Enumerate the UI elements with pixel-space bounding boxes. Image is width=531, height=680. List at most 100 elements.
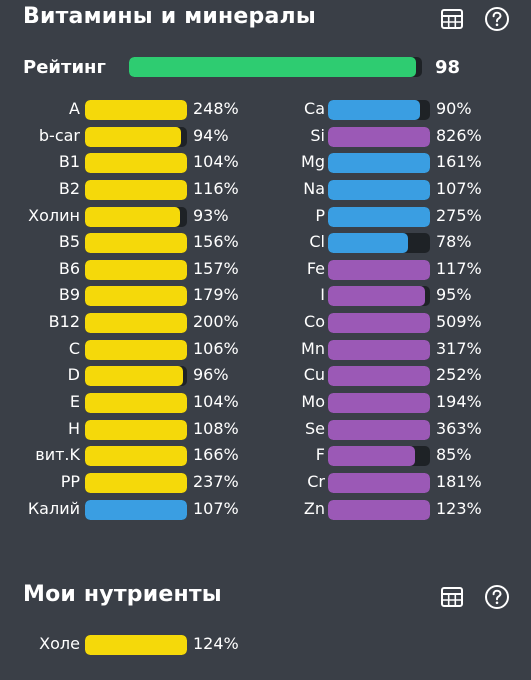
nutrient-row[interactable]: Fe 117%: [243, 257, 483, 284]
nutrient-bar: [328, 419, 430, 440]
nutrient-percent: 275%: [436, 205, 482, 225]
nutrient-bar: [85, 206, 187, 227]
nutrient-row[interactable]: Калий 107%: [0, 497, 240, 524]
nutrient-label: Mg: [301, 152, 325, 172]
nutrient-bar: [328, 472, 430, 493]
nutrient-bar: [85, 499, 187, 520]
vitamins-title: Витамины и минералы: [23, 4, 316, 29]
nutrient-bar-fill: [85, 206, 180, 227]
nutrient-row[interactable]: B6 157%: [0, 257, 240, 284]
nutrient-bar-fill: [85, 446, 187, 467]
nutrient-row[interactable]: Cu 252%: [243, 363, 483, 390]
my-nutrients-column: Холе 124%: [0, 632, 240, 659]
nutrient-row[interactable]: E 104%: [0, 390, 240, 417]
nutrient-row[interactable]: D 96%: [0, 363, 240, 390]
nutrient-row[interactable]: Ca 90%: [243, 97, 483, 124]
nutrient-bar-fill: [85, 126, 181, 147]
nutrient-label: P: [315, 205, 325, 225]
nutrient-row[interactable]: P 275%: [243, 204, 483, 231]
nutrient-bar: [85, 259, 187, 280]
nutrient-row[interactable]: Se 363%: [243, 417, 483, 444]
nutrient-row[interactable]: b-car 94%: [0, 124, 240, 151]
nutrient-bar-fill: [85, 179, 187, 200]
nutrient-percent: 826%: [436, 125, 482, 145]
nutrient-row[interactable]: Холе 124%: [0, 632, 240, 659]
nutrient-label: Калий: [27, 498, 80, 518]
nutrient-percent: 90%: [436, 99, 472, 118]
nutrient-label: C: [68, 338, 80, 358]
nutrient-bar: [85, 233, 187, 254]
nutrient-row[interactable]: B1 104%: [0, 150, 240, 177]
nutrient-row[interactable]: Co 509%: [243, 310, 483, 337]
nutrient-percent: 123%: [436, 498, 482, 518]
nutrient-row[interactable]: Mn 317%: [243, 337, 483, 364]
nutrient-bar: [85, 419, 187, 440]
nutrient-row[interactable]: PP 237%: [0, 470, 240, 497]
table-grid-icon[interactable]: [439, 584, 465, 610]
nutrient-percent: 78%: [436, 232, 472, 252]
nutrient-row[interactable]: C 106%: [0, 337, 240, 364]
nutrient-percent: 104%: [193, 392, 239, 412]
nutrient-bar-fill: [85, 153, 187, 174]
nutrient-bar-fill: [85, 100, 187, 120]
nutrient-bar: [328, 499, 430, 520]
nutrient-row[interactable]: Si 826%: [243, 124, 483, 151]
nutrient-label: Na: [303, 178, 325, 198]
nutrient-bar-fill: [328, 499, 430, 520]
nutrient-bar-fill: [328, 339, 430, 360]
nutrient-row[interactable]: B9 179%: [0, 283, 240, 310]
nutrient-label: I: [320, 285, 325, 305]
nutrient-row[interactable]: F 85%: [243, 443, 483, 470]
nutrient-row[interactable]: B2 116%: [0, 177, 240, 204]
rating-bar-fill: [129, 57, 417, 77]
nutrient-row[interactable]: Mo 194%: [243, 390, 483, 417]
nutrient-bar-fill: [328, 393, 430, 414]
nutrient-bar-fill: [85, 393, 187, 414]
nutrient-bar: [328, 339, 430, 360]
nutrient-bar: [85, 393, 187, 414]
nutrient-bar-fill: [328, 206, 430, 227]
question-circle-icon[interactable]: [484, 584, 510, 610]
nutrient-label: B1: [58, 152, 80, 172]
nutrient-label: Se: [305, 418, 325, 438]
nutrient-row[interactable]: Холин 93%: [0, 204, 240, 231]
nutrient-bar: [328, 393, 430, 414]
nutrient-row[interactable]: B12 200%: [0, 310, 240, 337]
nutrient-label: B5: [58, 232, 80, 252]
nutrient-bar: [328, 286, 430, 307]
question-circle-icon[interactable]: [484, 6, 510, 32]
nutrient-label: Ca: [304, 99, 325, 118]
nutrient-row[interactable]: Cl 78%: [243, 230, 483, 257]
nutrient-bar: [328, 126, 430, 147]
nutrient-percent: 96%: [193, 365, 229, 385]
nutrient-bar-fill: [328, 179, 430, 200]
nutrient-label: H: [67, 418, 80, 438]
nutrient-bar: [85, 446, 187, 467]
nutrient-percent: 95%: [436, 285, 472, 305]
nutrient-row[interactable]: Zn 123%: [243, 497, 483, 524]
vitamins-header: Витамины и минералы: [0, 0, 531, 40]
table-grid-icon[interactable]: [439, 6, 465, 32]
nutrient-label: B2: [58, 178, 80, 198]
nutrient-row[interactable]: Cr 181%: [243, 470, 483, 497]
nutrient-bar: [328, 446, 430, 467]
nutrient-row[interactable]: H 108%: [0, 417, 240, 444]
nutrient-row[interactable]: B5 156%: [0, 230, 240, 257]
nutrient-bar: [328, 100, 430, 120]
nutrient-row[interactable]: вит.K 166%: [0, 443, 240, 470]
rating-label: Рейтинг: [23, 57, 106, 78]
nutrient-row[interactable]: I 95%: [243, 283, 483, 310]
nutrient-label: Co: [304, 312, 325, 332]
nutrient-percent: 106%: [193, 338, 239, 358]
nutrient-row[interactable]: A 248%: [0, 97, 240, 124]
nutrient-percent: 509%: [436, 312, 482, 332]
nutrient-bar: [85, 100, 187, 120]
nutrient-bar-fill: [85, 286, 187, 307]
nutrient-row[interactable]: Na 107%: [243, 177, 483, 204]
nutrient-row[interactable]: Mg 161%: [243, 150, 483, 177]
nutrient-label: D: [67, 365, 80, 385]
nutrient-percent: 248%: [193, 99, 239, 118]
nutrient-bar-fill: [328, 126, 430, 147]
nutrient-bar: [328, 153, 430, 174]
